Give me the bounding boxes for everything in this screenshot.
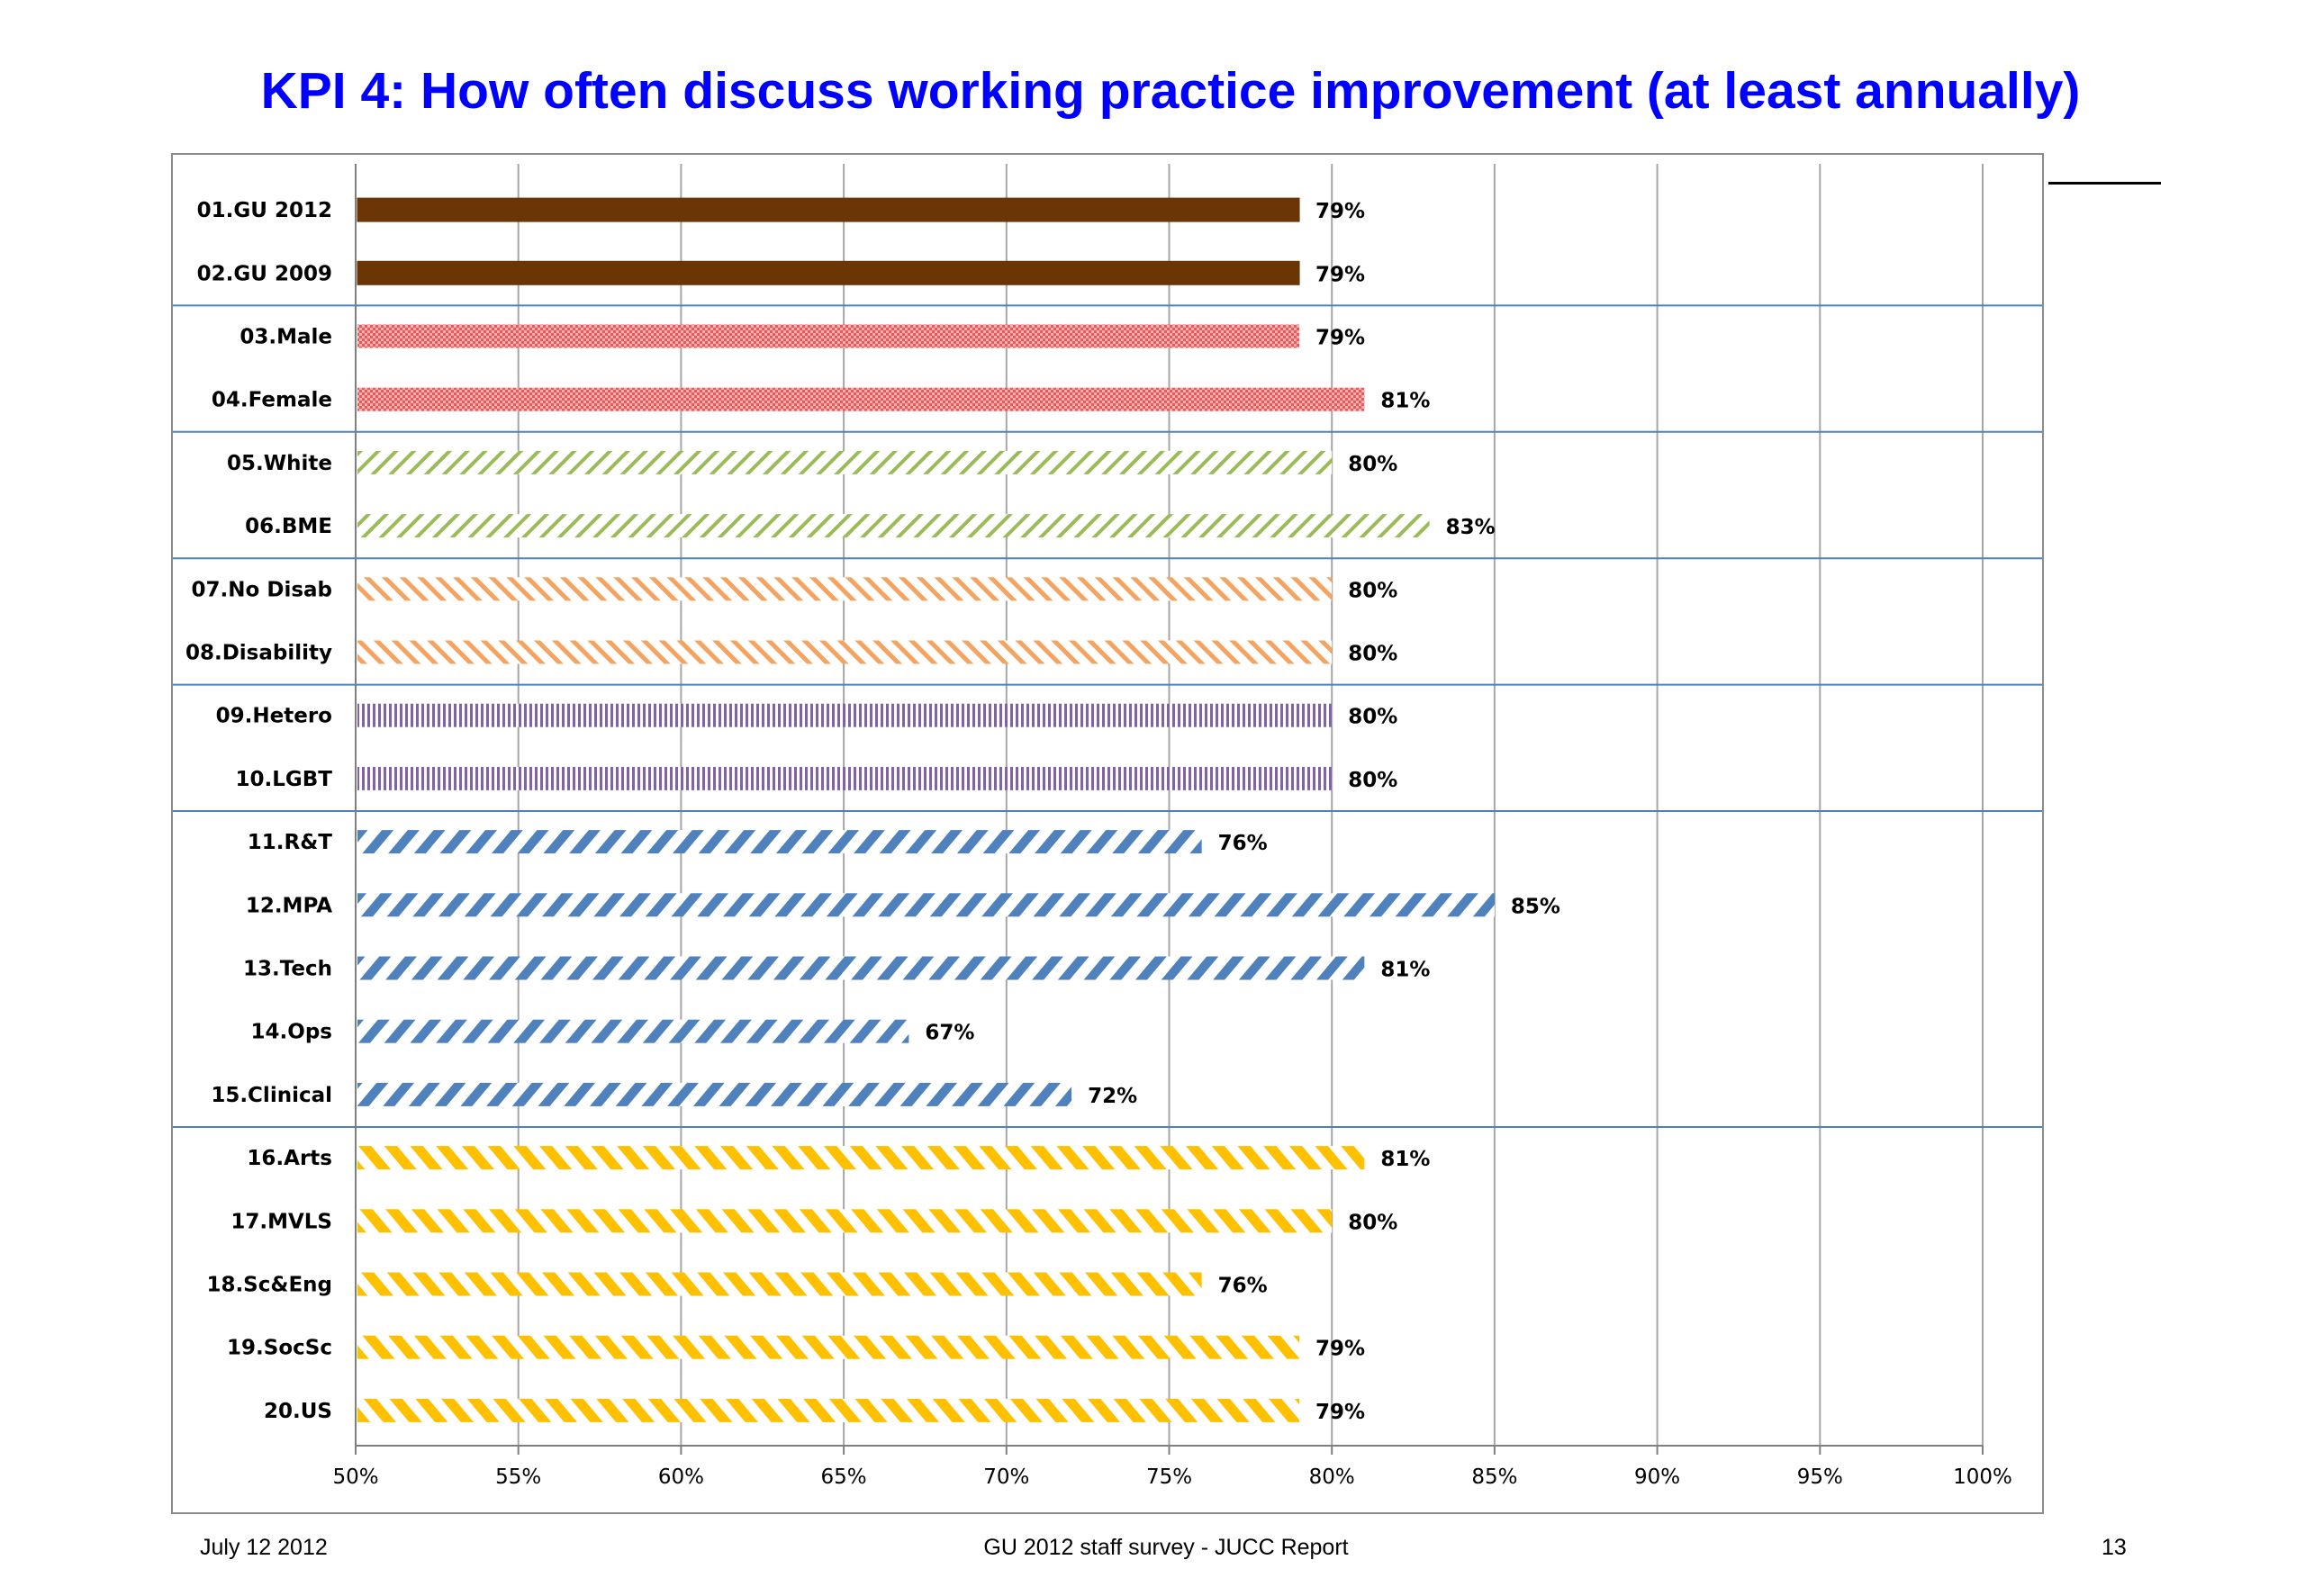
data-label: 80% (1348, 769, 1397, 792)
data-label: 81% (1380, 390, 1430, 413)
category-label: 19.SocSc (227, 1337, 332, 1360)
bar (357, 387, 1365, 411)
group-separators (173, 304, 2042, 1128)
bar (357, 1082, 1072, 1106)
axes: 50% 55% 60% 65% 70% 75% 80% 85% 90% 95% 100% (332, 164, 2012, 1489)
data-label: 79% (1315, 327, 1365, 350)
bar (357, 703, 1333, 727)
data-label: 72% (1088, 1085, 1137, 1108)
category-label: 12.MPA (246, 894, 332, 917)
category-label: 06.BME (245, 515, 332, 538)
category-label: 07.No Disab (192, 578, 332, 601)
x-tick-label: 85% (1471, 1465, 1517, 1489)
category-label: 02.GU 2009 (197, 262, 332, 285)
data-label: 80% (1348, 643, 1397, 666)
decorative-rule (2048, 182, 2161, 185)
data-label: 81% (1380, 959, 1430, 982)
data-label: 80% (1348, 579, 1397, 602)
category-label: 14.Ops (251, 1021, 332, 1044)
footer-page-number: 13 (2102, 1535, 2127, 1560)
category-label: 15.Clinical (211, 1084, 332, 1107)
data-label: 79% (1315, 200, 1365, 223)
x-tick-label: 95% (1797, 1465, 1843, 1489)
category-label: 08.Disability (185, 642, 332, 665)
bar (357, 197, 1300, 222)
data-label: 83% (1446, 516, 1496, 539)
x-tick-label: 100% (1953, 1465, 2012, 1489)
category-label: 04.Female (212, 389, 332, 412)
slide-title: KPI 4: How often discuss working practic… (260, 62, 2081, 120)
bars (357, 197, 1495, 1422)
bar (357, 577, 1333, 601)
data-label: 76% (1218, 1275, 1268, 1298)
category-label: 20.US (264, 1400, 332, 1423)
x-tick-label: 70% (983, 1465, 1029, 1489)
category-label: 10.LGBT (236, 768, 333, 791)
footer-report-name: GU 2012 staff survey - JUCC Report (983, 1535, 1349, 1560)
category-label: 11.R&T (248, 831, 333, 854)
bar (357, 893, 1495, 917)
data-label: 80% (1348, 1211, 1397, 1234)
x-tick-label: 75% (1146, 1465, 1192, 1489)
bar (357, 1335, 1300, 1359)
data-label: 76% (1218, 832, 1268, 855)
bar (357, 450, 1333, 474)
data-label: 81% (1380, 1148, 1430, 1171)
x-tick-label: 60% (658, 1465, 704, 1489)
x-tick-label: 80% (1309, 1465, 1355, 1489)
footer-date: July 12 2012 (200, 1535, 328, 1560)
category-label: 16.Arts (247, 1147, 332, 1170)
category-label: 09.Hetero (216, 705, 332, 728)
category-label: 01.GU 2012 (197, 199, 332, 222)
category-label: 18.Sc&Eng (206, 1274, 332, 1297)
data-label: 80% (1348, 453, 1397, 476)
x-tick-label: 65% (821, 1465, 867, 1489)
category-label: 17.MVLS (230, 1210, 332, 1233)
x-tick-label: 55% (495, 1465, 541, 1489)
data-label: 79% (1315, 1401, 1365, 1424)
bar (357, 514, 1430, 538)
category-label: 05.White (227, 452, 332, 475)
bar (357, 1146, 1365, 1170)
value-labels: 79% 79% 79% 81% 80% 83% 80% 80% 80% 80% 76% 85% 81% 6… (925, 200, 1560, 1424)
bar (357, 640, 1333, 664)
kpi-bar-chart: 79% 79% 79% 81% 80% 83% 80% 80% 80% 80% 76% 85% 81% 6… (173, 164, 2042, 1489)
category-labels: 01.GU 2012 02.GU 2009 03.Male 04.Female 05.W… (185, 199, 332, 1423)
bar (357, 260, 1300, 285)
data-label: 79% (1315, 263, 1365, 286)
gridlines (517, 164, 1984, 1446)
data-label: 67% (925, 1022, 974, 1045)
category-label: 03.Male (240, 326, 332, 349)
bar (357, 830, 1202, 854)
bar (357, 766, 1333, 790)
data-label: 85% (1511, 895, 1560, 918)
bar (357, 1398, 1300, 1422)
x-tick-label: 90% (1634, 1465, 1680, 1489)
x-tick-label: 50% (332, 1465, 378, 1489)
bar (357, 324, 1300, 348)
category-label: 13.Tech (243, 958, 332, 981)
bar (357, 1209, 1333, 1233)
chart-frame: 79% 79% 79% 81% 80% 83% 80% 80% 80% 80% 76% 85% 81% 6… (171, 153, 2044, 1514)
data-label: 80% (1348, 706, 1397, 729)
bar (357, 1019, 909, 1043)
bar (357, 1272, 1202, 1296)
bar (357, 956, 1365, 980)
data-label: 79% (1315, 1338, 1365, 1361)
